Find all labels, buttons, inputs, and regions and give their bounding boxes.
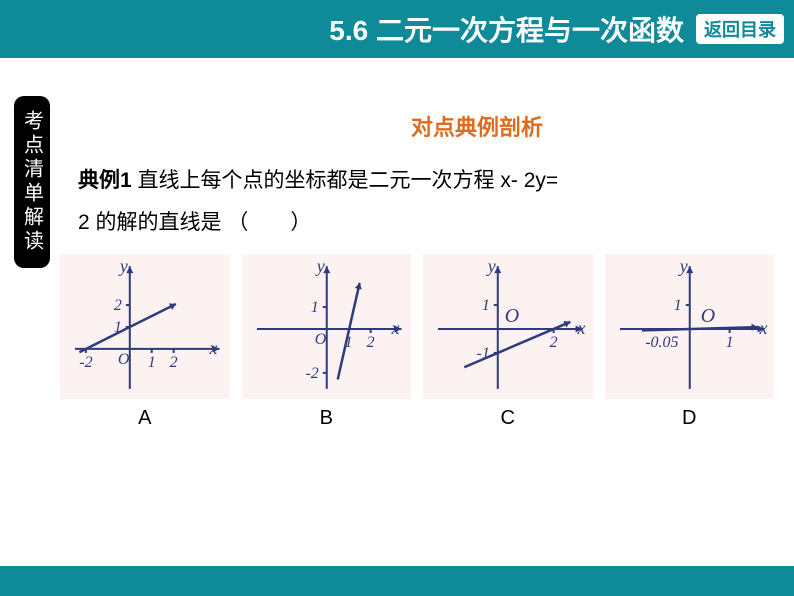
svg-text:y: y [118, 256, 128, 276]
svg-text:1: 1 [673, 297, 681, 314]
example-line1: 直线上每个点的坐标都是二元一次方程 x- 2y= [138, 169, 559, 192]
return-button[interactable]: 返回目录 [696, 14, 784, 44]
sidebar-label: 考点清单解读 [18, 110, 47, 254]
svg-text:O: O [314, 331, 326, 348]
chart-option-A: -21212Oyx [60, 254, 230, 399]
svg-text:2: 2 [114, 297, 122, 314]
section-title: 对点典例剖析 [180, 110, 774, 142]
chart-options-row: -21212Oyx121-2Oyx21-1Oyx11-0.05Oyx [60, 254, 774, 399]
example-label: 典例1 [78, 169, 132, 192]
svg-text:x: x [577, 318, 586, 338]
option-label-D: D [605, 407, 775, 430]
svg-text:-2: -2 [305, 365, 318, 382]
svg-text:1: 1 [725, 334, 733, 351]
svg-text:2: 2 [366, 334, 374, 351]
chart-option-labels: ABCD [60, 407, 774, 430]
svg-text:y: y [314, 256, 324, 276]
svg-text:-0.05: -0.05 [645, 334, 678, 351]
svg-text:y: y [677, 256, 687, 276]
option-label-C: C [423, 407, 593, 430]
chart-option-B: 121-2Oyx [242, 254, 412, 399]
svg-text:x: x [209, 338, 218, 358]
footer-bar [0, 566, 794, 596]
chart-option-C: 21-1Oyx [423, 254, 593, 399]
option-label-A: A [60, 407, 230, 430]
svg-text:1: 1 [310, 299, 318, 316]
svg-text:2: 2 [170, 354, 178, 371]
svg-text:O: O [118, 351, 130, 368]
svg-text:O: O [700, 305, 714, 327]
example-text: 典例1 直线上每个点的坐标都是二元一次方程 x- 2y= 2 的解的直线是 （ … [78, 160, 774, 244]
svg-text:y: y [486, 256, 496, 276]
chart-option-D: 1 1 -0.05 Oy x [605, 254, 775, 399]
svg-text:x: x [758, 318, 767, 338]
svg-text:1: 1 [482, 297, 490, 314]
svg-text:2: 2 [550, 334, 558, 351]
svg-text:O: O [505, 305, 519, 327]
header-title: 5.6 二元一次方程与一次函数 [329, 9, 684, 49]
header-bar: 5.6 二元一次方程与一次函数 返回目录 [0, 0, 794, 58]
sidebar-tab[interactable]: 考点清单解读 [14, 96, 50, 268]
option-label-B: B [242, 407, 412, 430]
svg-text:x: x [390, 318, 399, 338]
svg-text:1: 1 [148, 354, 156, 371]
example-line2: 2 的解的直线是 （ ） [78, 211, 311, 234]
main-content: 对点典例剖析 典例1 直线上每个点的坐标都是二元一次方程 x- 2y= 2 的解… [60, 110, 774, 430]
svg-text:-2: -2 [79, 354, 92, 371]
